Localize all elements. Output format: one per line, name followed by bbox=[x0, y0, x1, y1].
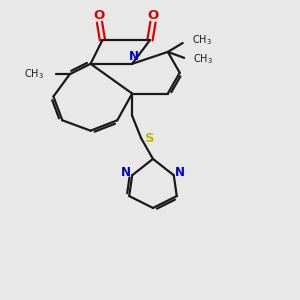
Text: O: O bbox=[147, 9, 159, 22]
Text: N: N bbox=[175, 166, 185, 179]
Text: CH$_3$: CH$_3$ bbox=[192, 33, 212, 47]
Text: O: O bbox=[94, 9, 105, 22]
Text: N: N bbox=[129, 50, 139, 63]
Text: N: N bbox=[121, 166, 131, 179]
Text: S: S bbox=[145, 132, 154, 145]
Text: CH$_3$: CH$_3$ bbox=[193, 52, 213, 66]
Text: CH$_3$: CH$_3$ bbox=[24, 67, 44, 81]
